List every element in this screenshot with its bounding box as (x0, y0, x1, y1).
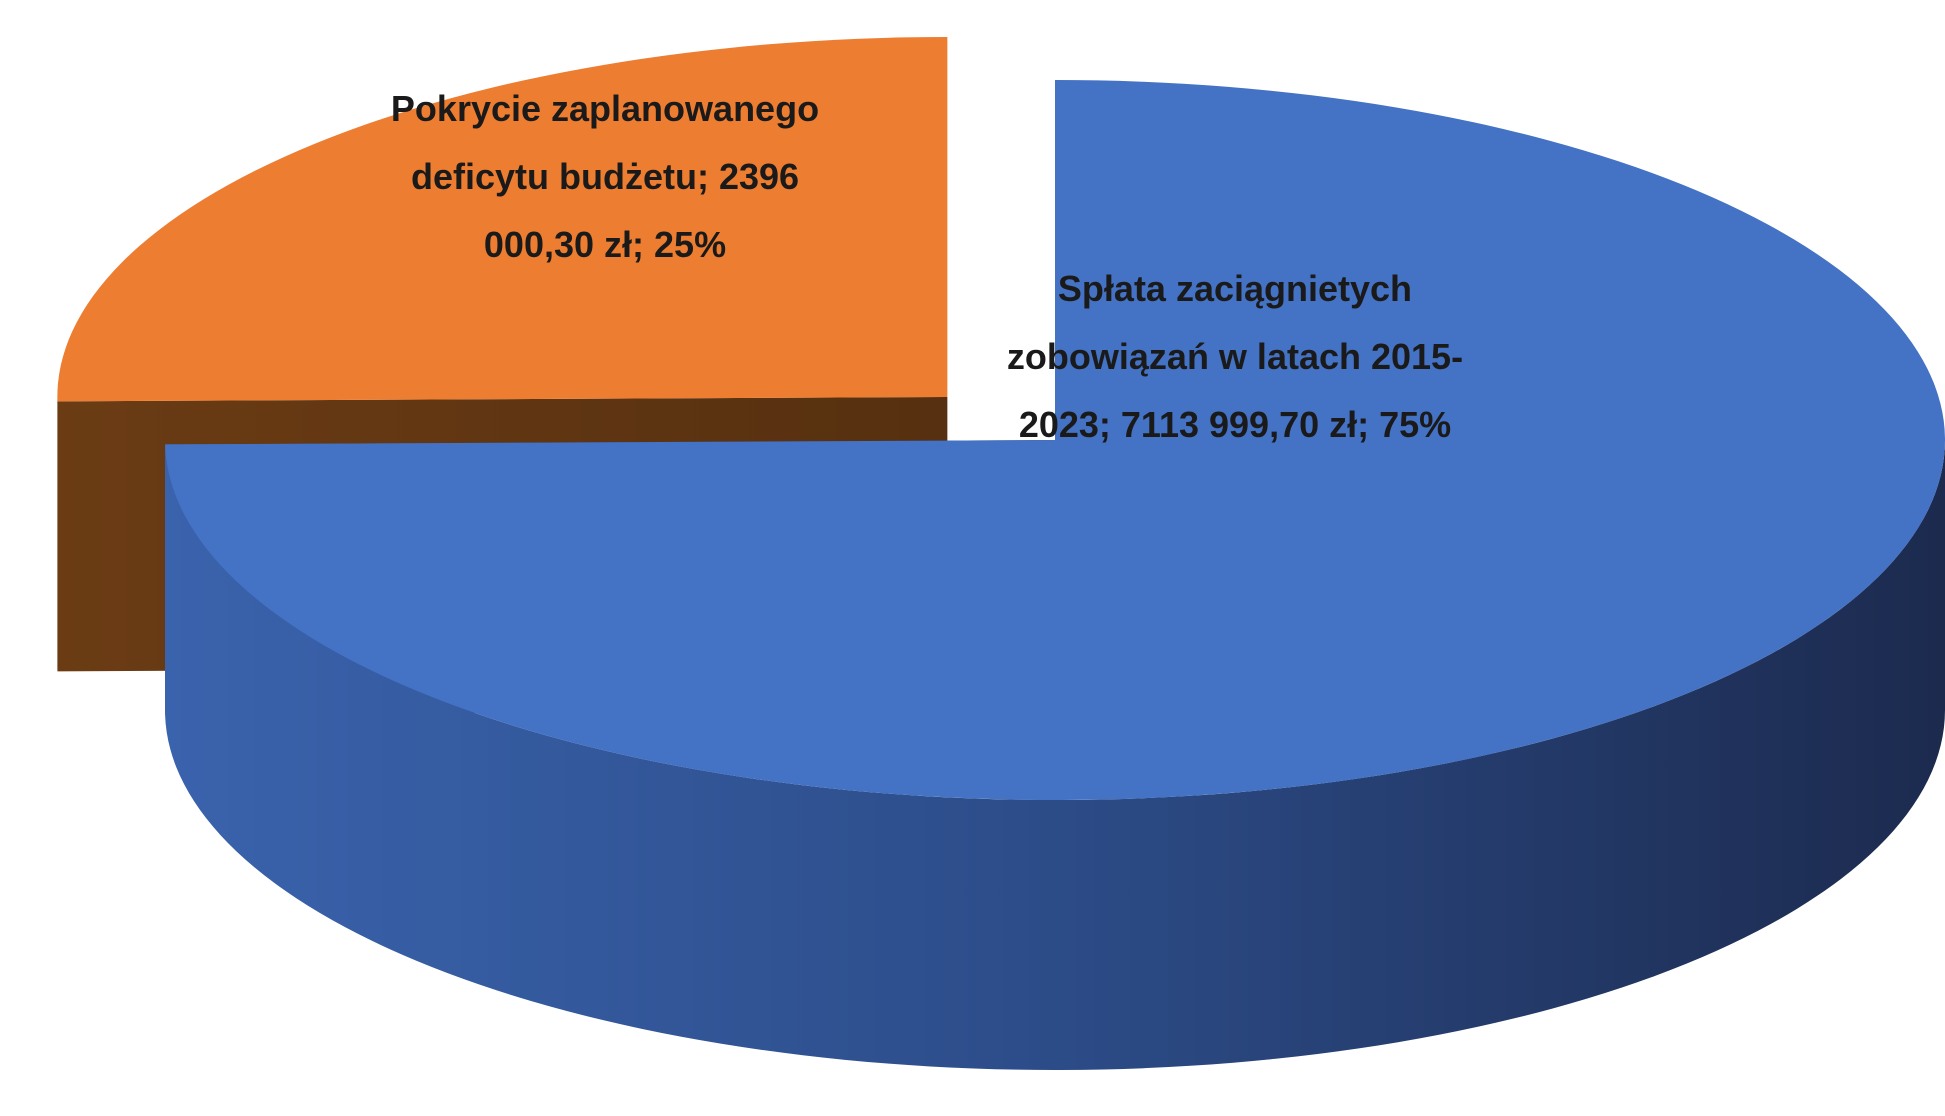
value-label: 7113 999,70 zł (1120, 404, 1358, 445)
slice-side (165, 440, 1945, 1071)
data-label: Pokrycie zaplanowanego deficytu budżetu;… (360, 75, 850, 279)
percent-label: 75% (1379, 404, 1452, 445)
slice (57, 36, 948, 402)
category-label: Spłata zaciągnietych zobowiązań w latach… (1006, 268, 1464, 445)
slice (165, 80, 1945, 800)
value-label: 2396 000,30 zł (483, 156, 800, 265)
separator: ; (1098, 404, 1121, 445)
category-label: Pokrycie zaplanowanego deficytu budżetu (390, 88, 820, 197)
separator: ; (696, 156, 719, 197)
separator: ; (632, 224, 655, 265)
percent-label: 25% (654, 224, 727, 265)
separator: ; (1357, 404, 1380, 445)
data-label: Spłata zaciągnietych zobowiązań w latach… (1000, 255, 1470, 459)
